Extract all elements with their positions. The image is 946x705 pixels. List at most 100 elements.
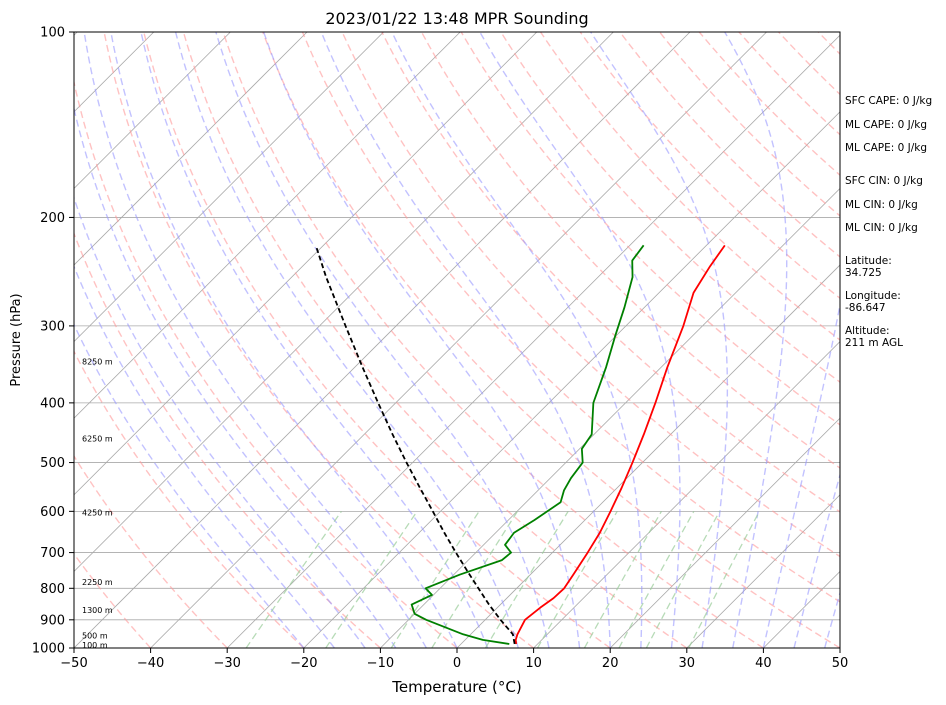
mixing-ratio-line	[645, 511, 721, 648]
dry-adiabat	[103, 32, 535, 648]
height-label: 500 m	[82, 632, 108, 641]
height-label: 1300 m	[82, 606, 113, 615]
mixing-ratio-line	[390, 510, 480, 648]
mixing-ratio-line	[431, 510, 519, 648]
moist-adiabat	[762, 301, 840, 648]
isotherm	[74, 32, 308, 266]
isotherm	[686, 494, 840, 648]
dry-adiabat	[301, 32, 840, 603]
height-label: 8250 m	[82, 358, 113, 367]
sfc-cin-text: SFC CIN: 0 J/kg	[845, 175, 923, 187]
y-tick-label: 600	[40, 505, 65, 520]
x-tick-label: −40	[137, 656, 164, 671]
y-tick-label: 1000	[32, 642, 65, 657]
mixing-ratio-line	[618, 511, 695, 648]
isotherm	[303, 111, 840, 648]
height-label: 6250 m	[82, 435, 113, 444]
latitude-value: 34.725	[845, 267, 882, 279]
dry-adiabat	[539, 32, 840, 341]
temperature-profile	[514, 244, 726, 645]
background-grid	[0, 32, 946, 648]
mixing-ratio-line	[688, 511, 760, 648]
x-tick-label: 20	[602, 656, 619, 671]
moist-adiabat	[263, 32, 581, 648]
dry-adiabat	[74, 552, 152, 648]
longitude-value: -86.647	[845, 302, 886, 314]
dry-adiabat	[262, 32, 840, 648]
sounding-traces	[314, 244, 726, 645]
ml-cape-text: ML CAPE: 0 J/kg	[845, 119, 927, 131]
moist-adiabat	[174, 32, 519, 648]
stats-panel: SFC CAPE: 0 J/kg ML CAPE: 0 J/kg ML CAPE…	[845, 95, 932, 349]
mixing-ratio-line	[536, 511, 618, 648]
isotherm	[150, 32, 767, 648]
altitude-value: 211 m AGL	[845, 337, 903, 349]
isotherm	[74, 32, 538, 496]
height-label: 100 m	[82, 641, 108, 650]
ml-cin-text: ML CIN: 0 J/kg	[845, 199, 918, 211]
moist-adiabat	[391, 32, 643, 648]
x-tick-label: 40	[755, 656, 772, 671]
y-tick-label: 700	[40, 546, 65, 561]
y-tick-label: 500	[40, 456, 65, 471]
moist-adiabat	[590, 32, 729, 648]
isotherm	[74, 32, 461, 419]
moist-adiabat	[824, 590, 840, 648]
y-tick-label: 400	[40, 396, 65, 411]
parcel-profile	[314, 245, 516, 645]
sfc-cape-text: SFC CAPE: 0 J/kg	[845, 95, 932, 107]
height-label: 4250 m	[82, 509, 113, 518]
height-label: 2250 m	[82, 578, 113, 587]
x-tick-label: −10	[367, 656, 394, 671]
dry-adiabat	[74, 349, 305, 648]
dry-adiabat	[74, 231, 381, 648]
altitude-label: Altitude:	[845, 325, 890, 337]
isotherm	[380, 187, 840, 648]
x-tick-label: 0	[453, 656, 461, 671]
y-axis-title: Pressure (hPa)	[9, 293, 24, 386]
dry-adiabat	[460, 32, 840, 426]
moist-adiabat	[215, 32, 550, 648]
dry-adiabat	[222, 32, 764, 648]
dry-adiabat	[341, 32, 840, 558]
mixing-ratio-line	[484, 510, 569, 648]
dry-adiabat	[381, 32, 840, 513]
y-tick-label: 200	[40, 211, 65, 226]
moist-adiabat	[74, 264, 335, 648]
dry-adiabat	[74, 454, 228, 648]
latitude-label: Latitude:	[845, 255, 892, 267]
moist-adiabat	[74, 323, 305, 648]
isotherm	[609, 417, 840, 648]
mixing-ratio-line	[325, 510, 418, 648]
moist-adiabat	[140, 32, 489, 648]
x-tick-label: 30	[679, 656, 696, 671]
dry-adiabat	[937, 32, 946, 648]
isotherm	[74, 32, 231, 189]
x-tick-label: −30	[213, 656, 240, 671]
moist-adiabat	[74, 195, 366, 648]
isotherm	[74, 32, 691, 648]
isotherm	[226, 34, 840, 648]
dry-adiabat	[500, 32, 840, 383]
ml-cape-text-2: ML CAPE: 0 J/kg	[845, 142, 927, 154]
x-tick-label: 50	[832, 656, 849, 671]
dewpoint-profile	[410, 244, 645, 645]
x-tick-label: −20	[290, 656, 317, 671]
chart-title: 2023/01/22 13:48 MPR Sounding	[325, 9, 588, 28]
isotherm	[74, 32, 384, 343]
isotherm	[533, 341, 840, 648]
y-tick-label: 800	[40, 582, 65, 597]
dry-adiabat	[74, 79, 458, 648]
dry-adiabat	[579, 32, 840, 300]
moist-adiabat	[724, 32, 788, 648]
isotherm	[0, 32, 1, 648]
longitude-label: Longitude:	[845, 290, 901, 302]
moist-adiabat	[479, 32, 681, 648]
moist-adiabat	[793, 472, 840, 648]
isotherm	[74, 32, 614, 572]
moist-adiabat	[83, 32, 427, 648]
y-tick-label: 100	[40, 26, 65, 41]
dry-adiabat	[182, 32, 688, 648]
